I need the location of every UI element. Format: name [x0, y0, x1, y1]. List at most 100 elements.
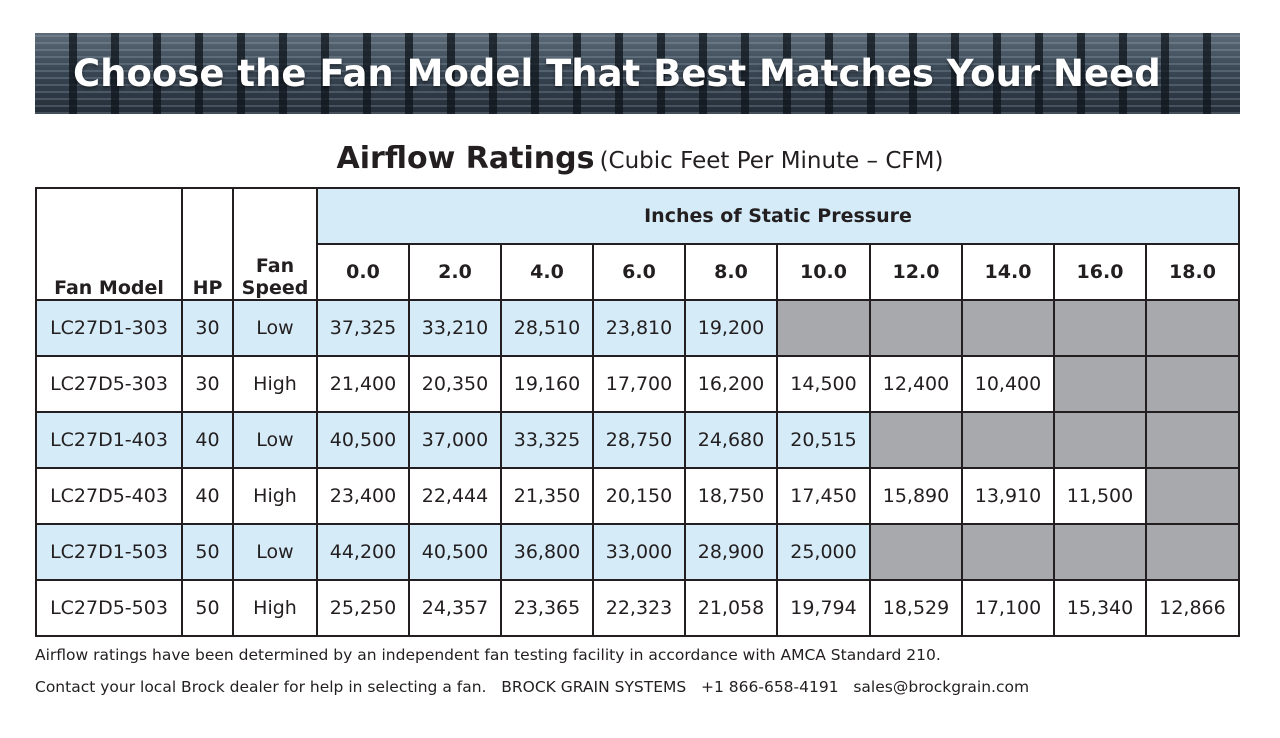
table-row: LC27D1-303 30 Low 37,325 33,210 28,510 23,810 1… [35, 299, 1240, 357]
fan-speed-header-line1: Fan [255, 255, 295, 277]
cfm-value-cell: 33,325 [500, 411, 594, 469]
cfm-value-cell: 23,400 [316, 467, 410, 525]
fan-speed-cell: High [232, 467, 318, 525]
footnote-amca: Airflow ratings have been determined by … [35, 646, 941, 664]
fan-speed-cell: Low [232, 299, 318, 357]
pressure-header-cell: 12.0 [869, 243, 963, 301]
fan-model-cell: LC27D1-303 [35, 299, 183, 357]
unavailable-cell [1145, 299, 1240, 357]
cfm-value-cell: 17,450 [776, 467, 871, 525]
cfm-value-cell: 19,794 [776, 579, 871, 637]
cfm-value-cell: 33,210 [408, 299, 502, 357]
hp-cell: 30 [181, 355, 234, 413]
cfm-value-cell: 40,500 [408, 523, 502, 581]
footnote-contact: Contact your local Brock dealer for help… [35, 678, 1030, 696]
fan-speed-cell: High [232, 579, 318, 637]
pressure-header-cell: 18.0 [1145, 243, 1240, 301]
unavailable-cell [1053, 523, 1147, 581]
cfm-value-cell: 24,357 [408, 579, 502, 637]
cfm-value-cell: 22,323 [592, 579, 686, 637]
fan-speed-cell: Low [232, 411, 318, 469]
cfm-value-cell: 18,529 [869, 579, 963, 637]
unavailable-cell [1145, 355, 1240, 413]
cfm-value-cell: 23,365 [500, 579, 594, 637]
unavailable-cell [961, 299, 1055, 357]
table-row: LC27D5-403 40 High 23,400 22,444 21,350 20,150… [35, 467, 1240, 525]
pressure-header-cell: 4.0 [500, 243, 594, 301]
col-header-fan-model: Fan Model [35, 187, 183, 301]
airflow-ratings-table: Fan Model HP Fan Speed Inches of Static … [35, 187, 1240, 637]
cfm-value-cell: 20,350 [408, 355, 502, 413]
cfm-value-cell: 12,866 [1145, 579, 1240, 637]
fan-speed-cell: High [232, 355, 318, 413]
col-header-fan-speed: Fan Speed [232, 187, 318, 301]
cfm-value-cell: 23,810 [592, 299, 686, 357]
cfm-value-cell: 17,100 [961, 579, 1055, 637]
cfm-value-cell: 12,400 [869, 355, 963, 413]
cfm-value-cell: 25,250 [316, 579, 410, 637]
unavailable-cell [869, 411, 963, 469]
fan-speed-header-line2: Speed [241, 277, 309, 299]
cfm-value-cell: 19,200 [684, 299, 778, 357]
unavailable-cell [1145, 467, 1240, 525]
hp-cell: 30 [181, 299, 234, 357]
fan-model-cell: LC27D1-503 [35, 523, 183, 581]
cfm-value-cell: 14,500 [776, 355, 871, 413]
pressure-header-cell: 8.0 [684, 243, 778, 301]
hp-cell: 50 [181, 579, 234, 637]
hp-cell: 40 [181, 411, 234, 469]
cfm-value-cell: 44,200 [316, 523, 410, 581]
static-pressure-header: Inches of Static Pressure [316, 187, 1240, 245]
table-title-units: (Cubic Feet Per Minute – CFM) [599, 148, 944, 174]
cfm-value-cell: 20,150 [592, 467, 686, 525]
cfm-value-cell: 16,200 [684, 355, 778, 413]
cfm-value-cell: 22,444 [408, 467, 502, 525]
unavailable-cell [869, 523, 963, 581]
table-row: LC27D5-503 50 High 25,250 24,357 23,365 22,323… [35, 579, 1240, 637]
cfm-value-cell: 18,750 [684, 467, 778, 525]
table-row: LC27D1-403 40 Low 40,500 37,000 33,325 28,750 2… [35, 411, 1240, 469]
cfm-value-cell: 15,340 [1053, 579, 1147, 637]
table-title-main: Airflow Ratings [336, 141, 595, 176]
pressure-header-cell: 2.0 [408, 243, 502, 301]
cfm-value-cell: 20,515 [776, 411, 871, 469]
cfm-value-cell: 28,510 [500, 299, 594, 357]
banner-title: Choose the Fan Model That Best Matches Y… [73, 52, 1161, 95]
cfm-value-cell: 37,325 [316, 299, 410, 357]
cfm-value-cell: 21,350 [500, 467, 594, 525]
unavailable-cell [1053, 355, 1147, 413]
fan-model-cell: LC27D5-403 [35, 467, 183, 525]
cfm-value-cell: 37,000 [408, 411, 502, 469]
fan-model-cell: LC27D1-403 [35, 411, 183, 469]
unavailable-cell [1145, 523, 1240, 581]
fan-speed-cell: Low [232, 523, 318, 581]
unavailable-cell [961, 411, 1055, 469]
table-row: LC27D1-503 50 Low 44,200 40,500 36,800 33,000 2… [35, 523, 1240, 581]
unavailable-cell [1053, 411, 1147, 469]
cfm-value-cell: 25,000 [776, 523, 871, 581]
cfm-value-cell: 15,890 [869, 467, 963, 525]
cfm-value-cell: 10,400 [961, 355, 1055, 413]
cfm-value-cell: 33,000 [592, 523, 686, 581]
unavailable-cell [869, 299, 963, 357]
table-title: Airflow Ratings (Cubic Feet Per Minute –… [0, 136, 1280, 182]
cfm-value-cell: 13,910 [961, 467, 1055, 525]
cfm-value-cell: 36,800 [500, 523, 594, 581]
header-banner: Choose the Fan Model That Best Matches Y… [35, 33, 1240, 114]
fan-model-cell: LC27D5-303 [35, 355, 183, 413]
cfm-value-cell: 40,500 [316, 411, 410, 469]
unavailable-cell [1053, 299, 1147, 357]
hp-cell: 40 [181, 467, 234, 525]
pressure-header-cell: 14.0 [961, 243, 1055, 301]
cfm-value-cell: 19,160 [500, 355, 594, 413]
table-row: LC27D5-303 30 High 21,400 20,350 19,160 17,700… [35, 355, 1240, 413]
cfm-value-cell: 17,700 [592, 355, 686, 413]
fan-model-cell: LC27D5-503 [35, 579, 183, 637]
unavailable-cell [1145, 411, 1240, 469]
unavailable-cell [776, 299, 871, 357]
cfm-value-cell: 21,058 [684, 579, 778, 637]
cfm-value-cell: 24,680 [684, 411, 778, 469]
col-header-hp: HP [181, 187, 234, 301]
pressure-header-cell: 6.0 [592, 243, 686, 301]
hp-cell: 50 [181, 523, 234, 581]
